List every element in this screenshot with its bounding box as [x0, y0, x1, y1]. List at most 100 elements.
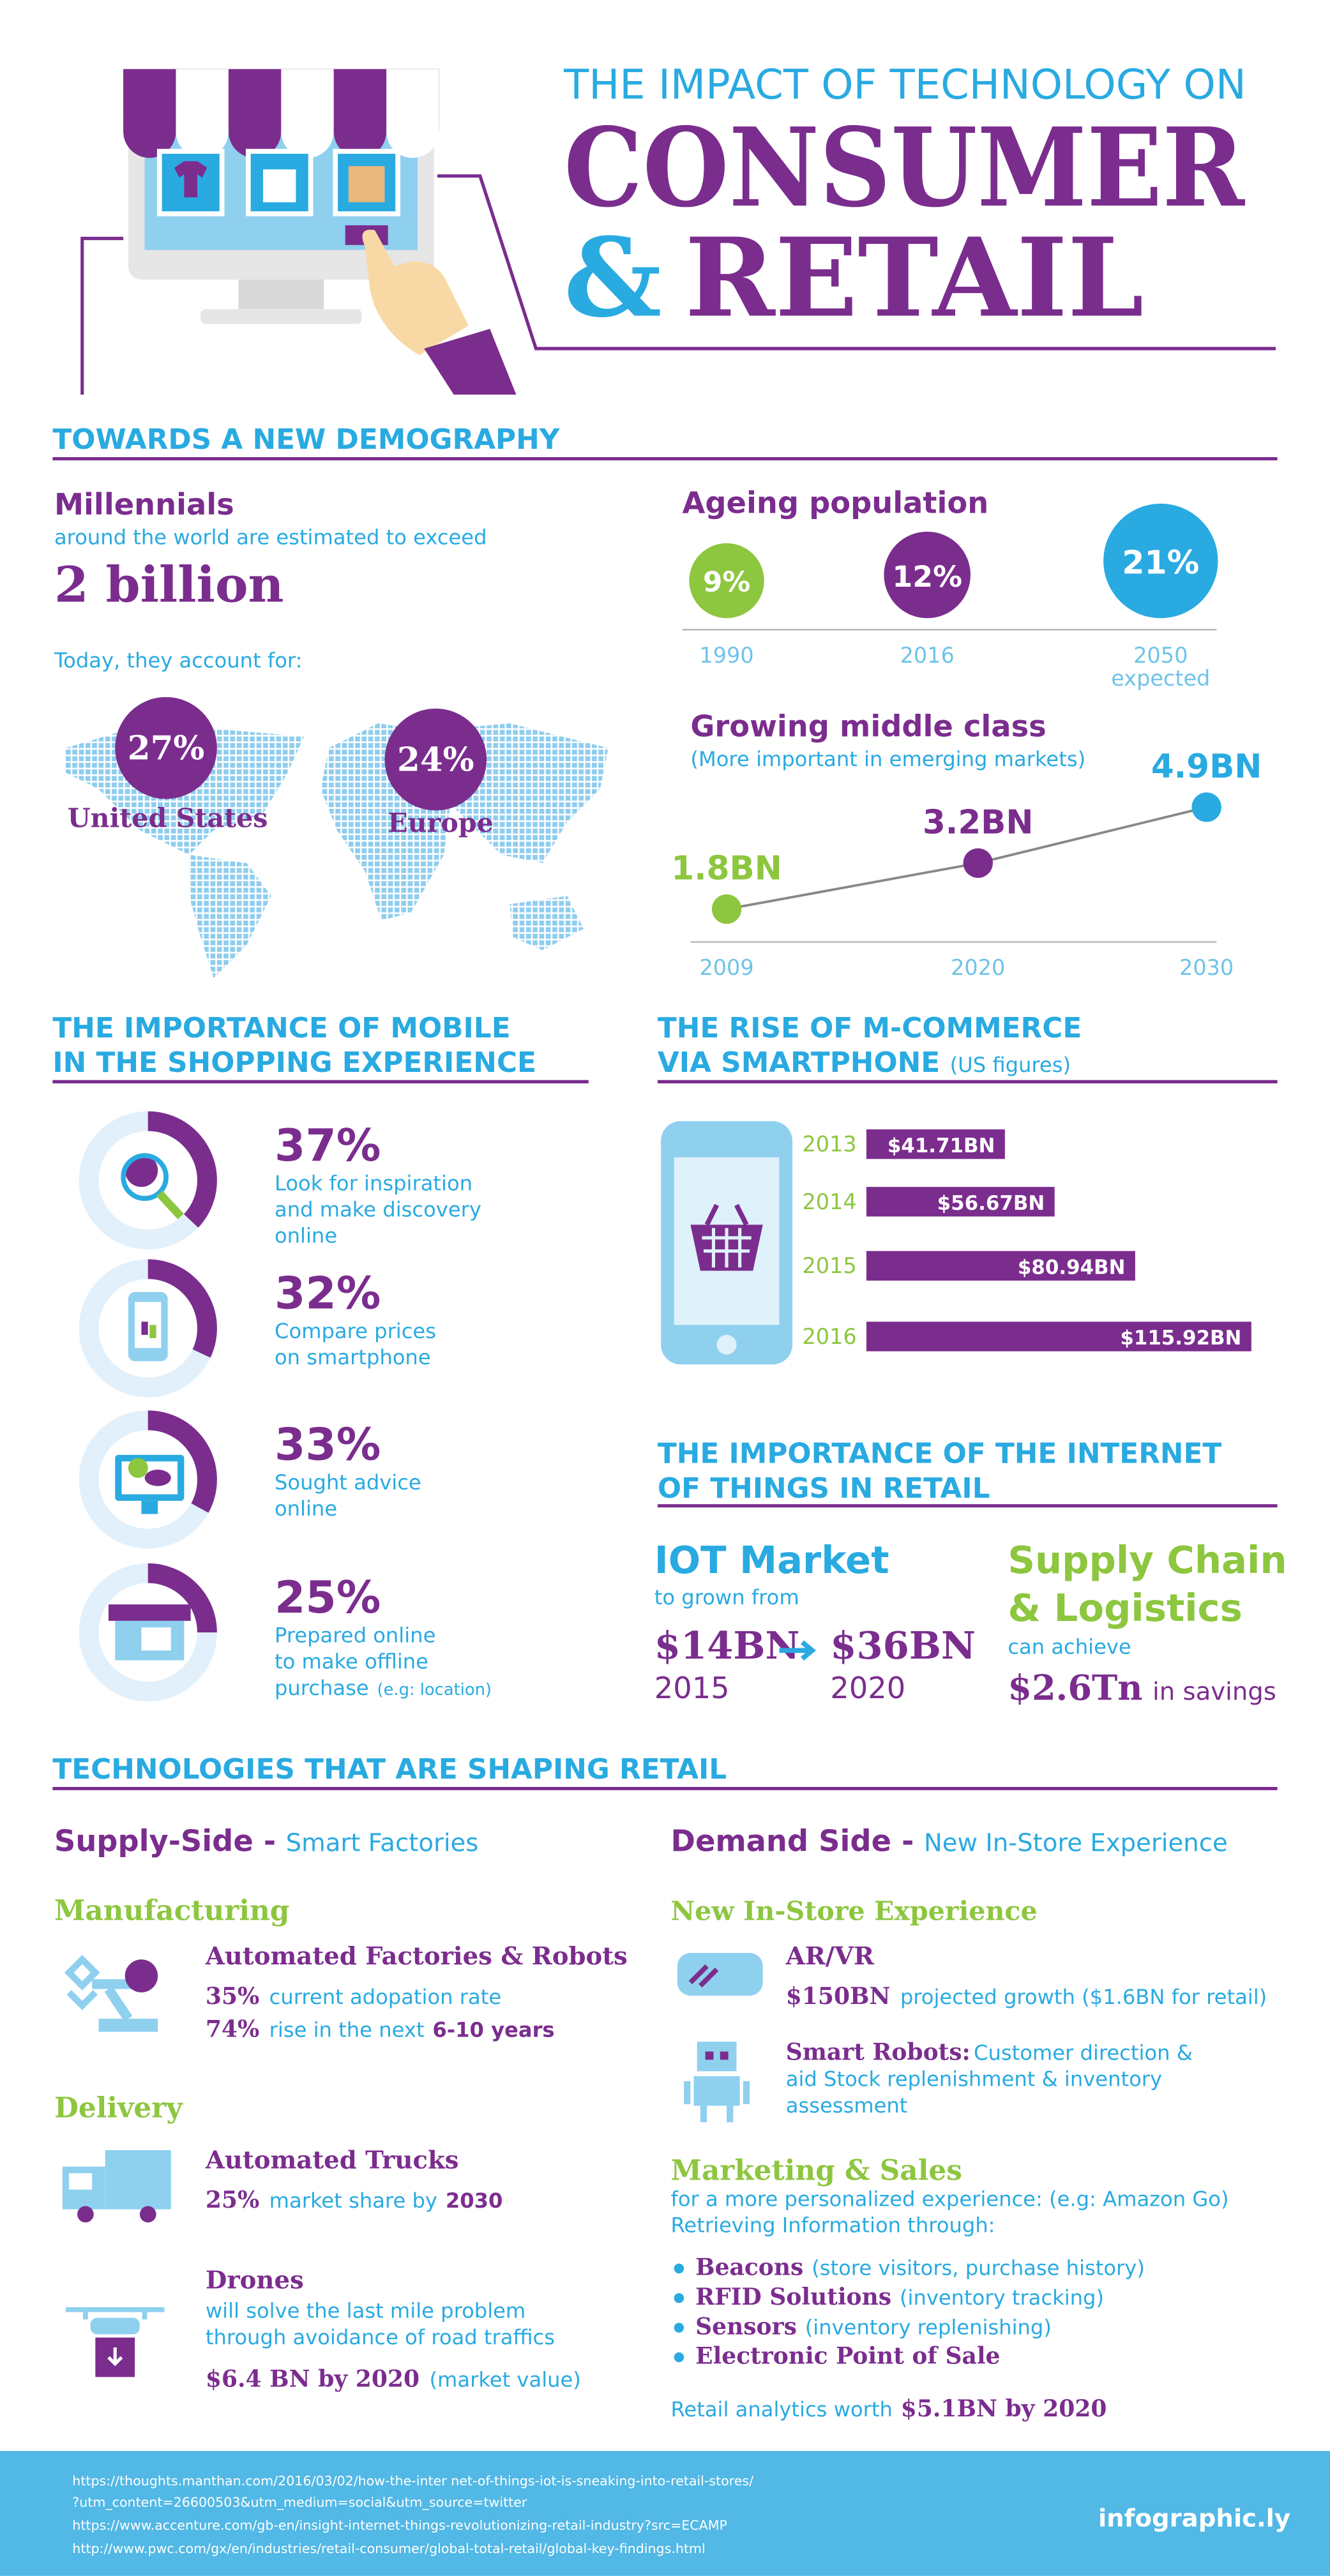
item-note: (inventory replenishing): [805, 2315, 1052, 2339]
text: market share by: [269, 2188, 437, 2213]
year: 2015: [654, 1671, 730, 1705]
bar-label: $115.92BN: [1120, 1327, 1241, 1350]
bar-year: 2015: [802, 1253, 856, 1278]
section-heading: THE IMPORTANCE OF THE INTERNET: [658, 1438, 1222, 1470]
middle-class-year: 2020: [951, 955, 1005, 980]
text: through avoidance of road traffics: [206, 2325, 555, 2349]
subtitle: New In-Store Experience: [924, 1828, 1228, 1857]
figure: 35%: [206, 1983, 259, 2010]
bullet-item: RFID Solutions (inventory tracking): [695, 2284, 1104, 2310]
title: Supply-Side -: [54, 1823, 276, 1858]
figure: 2 billion: [54, 556, 284, 614]
heading: Supply Chain: [1008, 1538, 1287, 1582]
title: Demand Side -: [671, 1823, 914, 1858]
middle-class-label: 3.2BN: [923, 804, 1034, 842]
figure: $36BN: [830, 1623, 976, 1668]
text: aid Stock replenishment & inventory: [786, 2067, 1162, 2091]
kicker: THE IMPACT OF TECHNOLOGY ON: [563, 61, 1246, 109]
heading: Growing middle class: [690, 709, 1046, 744]
bullet: [674, 2263, 684, 2274]
middle-class-point: [963, 848, 993, 878]
mobile-line: purchase (e.g: location): [275, 1676, 492, 1700]
column-title: Demand Side - New In-Store Experience: [671, 1823, 1228, 1858]
ageing-bubble: [689, 543, 764, 619]
bar: [866, 1187, 1055, 1217]
item-note: (inventory tracking): [900, 2286, 1104, 2310]
bar: [866, 1129, 1005, 1159]
region-label: United States: [68, 802, 268, 833]
robot-arm-icon: [64, 1955, 158, 2032]
bullet-item: Sensors (inventory replenishing): [695, 2313, 1052, 2340]
ageing-year: 1990: [699, 643, 753, 668]
middle-class-label: 4.9BN: [1151, 748, 1262, 786]
figure: $5.1BN by 2020: [901, 2395, 1107, 2422]
mobile-note: (e.g: location): [377, 1680, 492, 1699]
mobile-text: on smartphone: [275, 1345, 431, 1369]
section-heading: TOWARDS A NEW DEMOGRAPHY: [52, 423, 560, 456]
title-line2: & RETAIL: [564, 215, 1144, 342]
figure: $2.6Tn: [1008, 1667, 1142, 1708]
ageing-value: 21%: [1122, 544, 1199, 582]
item-name: Beacons: [695, 2254, 803, 2281]
note: (market value): [429, 2368, 580, 2392]
robots: Smart Robots: Customer direction &: [786, 2038, 1193, 2065]
ageing-year: 2050: [1133, 643, 1188, 668]
stat: 35% current adopation rate: [206, 1983, 501, 2010]
region-value: 24%: [397, 741, 474, 780]
bar-year: 2013: [802, 1132, 856, 1157]
title-word: RETAIL: [685, 215, 1144, 342]
stat: 25% market share by 2030: [206, 2187, 503, 2213]
subtitle: (More important in emerging markets): [690, 747, 1085, 771]
heading-note: (US figures): [950, 1053, 1071, 1077]
mobile-text: Compare prices: [275, 1319, 436, 1343]
item-name: RFID Solutions: [695, 2284, 891, 2310]
truck-icon: [62, 2150, 171, 2223]
drone-icon: [65, 2307, 165, 2377]
item-name: Sensors: [695, 2313, 797, 2340]
region-badge: [384, 708, 487, 811]
mobile-text: Prepared online: [275, 1623, 435, 1647]
text: will solve the last mile problem: [206, 2299, 525, 2323]
item-title: AR/VR: [785, 1942, 875, 1971]
figure: 25%: [206, 2187, 259, 2213]
source: http://www.pwc.com/gx/en/industries/reta…: [72, 2541, 705, 2556]
arrow: [779, 1640, 816, 1661]
mobile-text: online: [275, 1496, 337, 1521]
bar: [866, 1322, 1251, 1352]
figure: $6.4 BN by 2020: [206, 2366, 419, 2393]
mobile-value: 25%: [275, 1572, 381, 1623]
heading: Millennials: [54, 487, 234, 522]
storefront-illustration: [80, 68, 1276, 395]
subtitle: can achieve: [1008, 1634, 1131, 1659]
text: Retail analytics worth: [671, 2397, 893, 2422]
middle-class-label: 1.8BN: [671, 850, 782, 888]
figure: $150BN: [786, 1983, 891, 2010]
mobile-text: online: [275, 1224, 337, 1248]
text: Customer direction &: [974, 2040, 1193, 2065]
item-name: Electronic Point of Sale: [695, 2343, 1000, 2370]
mobile-text: purchase: [275, 1676, 369, 1700]
subtitle: around the world are estimated to exceed: [54, 525, 487, 549]
text: current adopation rate: [269, 1985, 501, 2009]
subheading: Manufacturing: [54, 1895, 289, 1927]
donut-arc: [79, 1259, 217, 1397]
heading-line: VIA SMARTPHONE: [658, 1046, 940, 1079]
stat: $150BN projected growth ($1.6BN for retai…: [786, 1983, 1267, 2010]
mobile-icons: [108, 1153, 191, 1661]
source: https://thoughts.manthan.com/2016/03/02/…: [72, 2473, 753, 2489]
mobile-text: Look for inspiration: [275, 1171, 472, 1195]
column-title: Supply-Side - Smart Factories: [54, 1823, 478, 1858]
subheading: Marketing & Sales: [671, 2154, 962, 2187]
subheading: New In-Store Experience: [671, 1895, 1038, 1927]
analytics: Retail analytics worth $5.1BN by 2020: [671, 2395, 1107, 2422]
bar-label: $56.67BN: [937, 1192, 1045, 1215]
mobile-value: 37%: [275, 1120, 381, 1171]
item-title: Automated Factories & Robots: [205, 1942, 628, 1971]
bar-label: $80.94BN: [1018, 1256, 1126, 1279]
donut-arc: [79, 1563, 217, 1702]
section-heading: VIA SMARTPHONE (US figures): [658, 1046, 1071, 1079]
text: Retrieving Information through:: [671, 2213, 995, 2238]
savings: $2.6Tn in savings: [1008, 1667, 1276, 1708]
stat: 74% rise in the next 6-10 years: [206, 2015, 555, 2042]
mobile-text: Sought advice: [275, 1470, 421, 1495]
